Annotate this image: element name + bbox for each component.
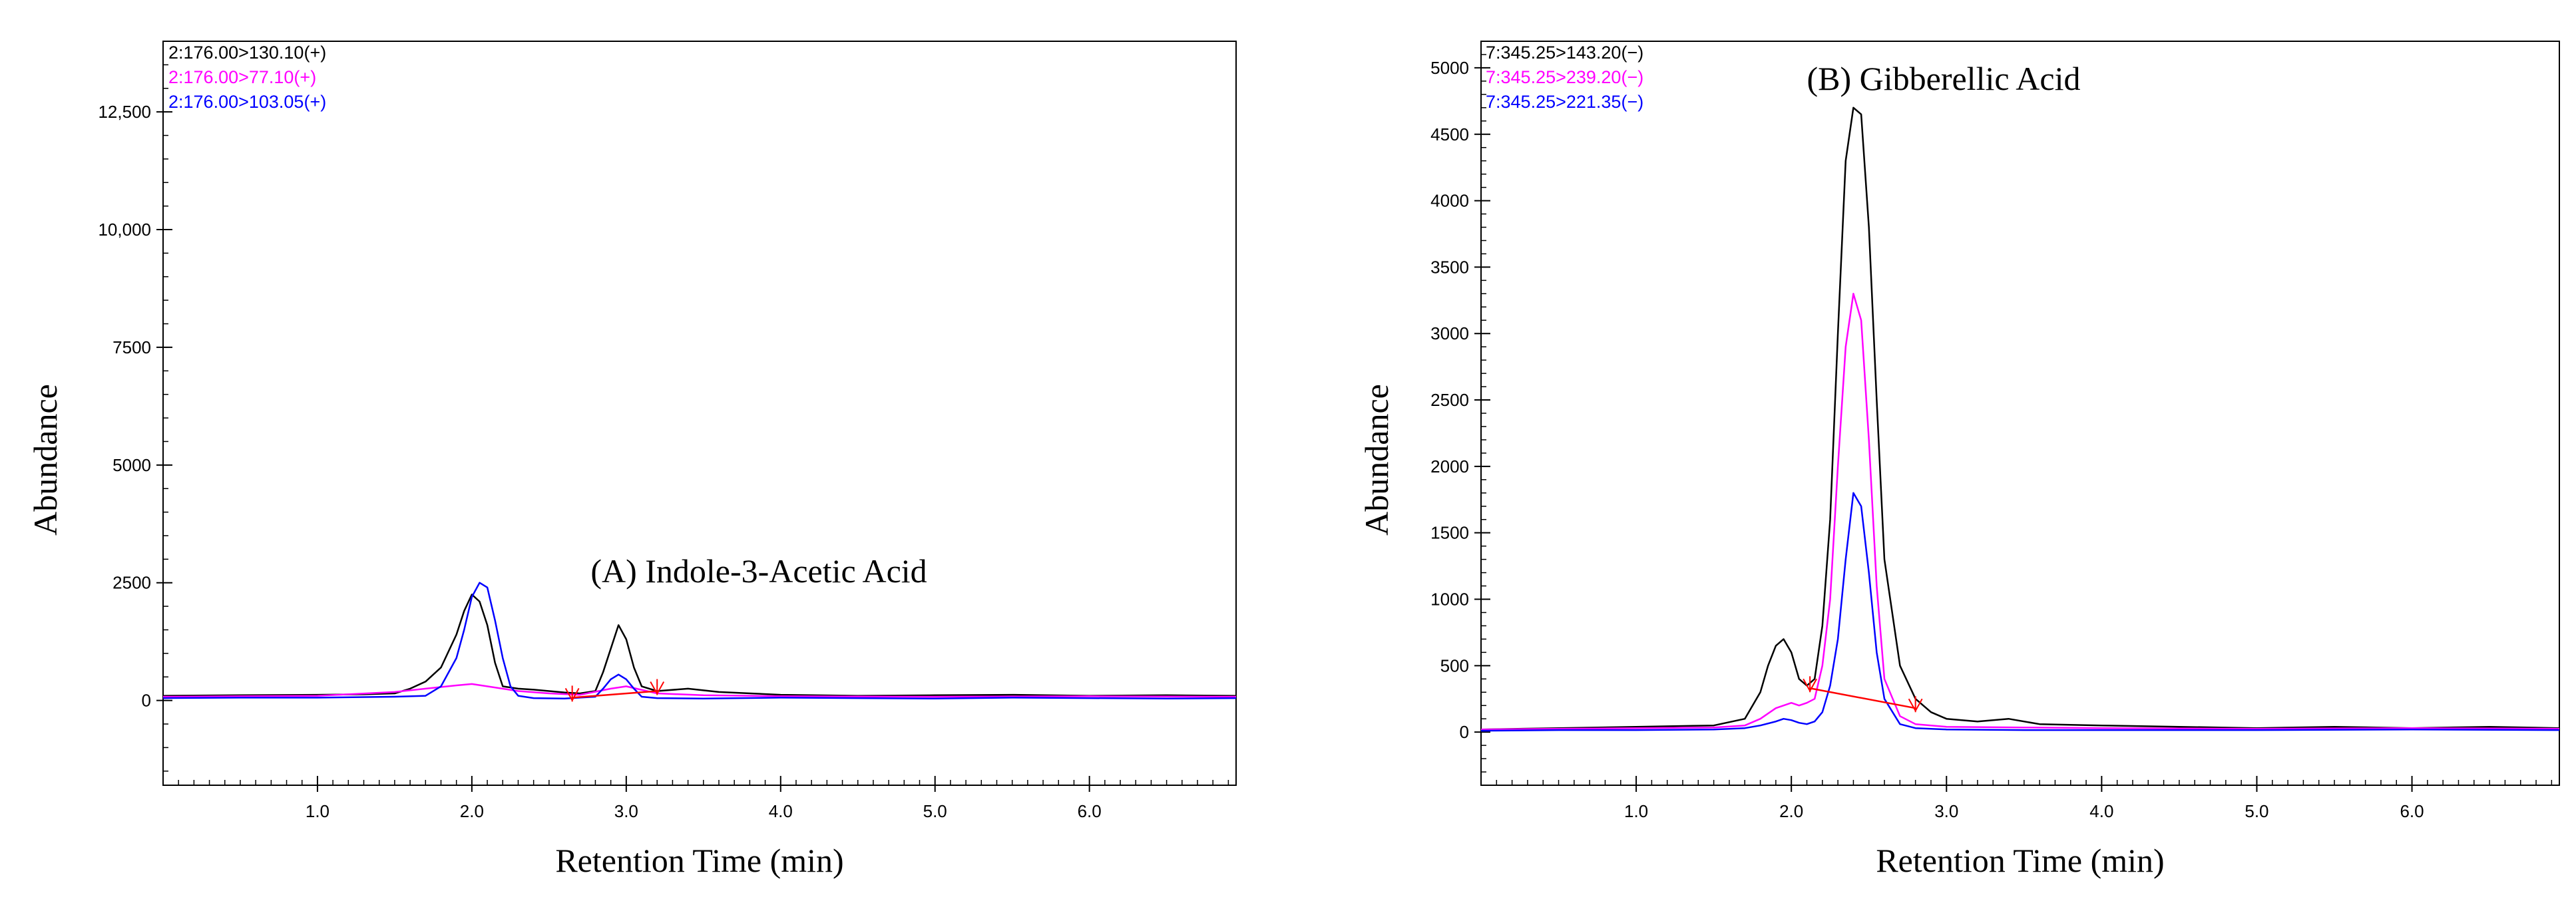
- integration-baseline: [1809, 687, 1916, 709]
- y-tick-label: 12,500: [98, 102, 151, 122]
- y-axis-title: Abundance: [27, 384, 64, 536]
- integration-marker: [650, 679, 665, 695]
- x-tick-label: 4.0: [2089, 801, 2113, 821]
- legend-entry: 7:345.25>143.20(−): [1486, 43, 1643, 63]
- legend-entry: 2:176.00>77.10(+): [168, 67, 316, 87]
- plot-frame: [1480, 41, 2560, 786]
- panel-a-indole-acetic-acid: 0 2500 5000 7500 10,000 12,500 1.0 2.0 3.0 4.0 5.0…: [27, 41, 1237, 879]
- y-tick-label: 1500: [1430, 523, 1469, 543]
- series-line-1: [163, 594, 1236, 697]
- x-tick-label: 2.0: [1779, 801, 1803, 821]
- x-tick-label: 5.0: [2245, 801, 2268, 821]
- series-line-2: [163, 683, 1236, 698]
- y-tick-label: 2500: [1430, 390, 1469, 410]
- y-tick-label: 1000: [1430, 590, 1469, 610]
- integration-baseline: [572, 690, 658, 699]
- y-tick-label: 500: [1440, 655, 1469, 675]
- x-tick-label: 3.0: [1934, 801, 1958, 821]
- legend-entry: 7:345.25>221.35(−): [1486, 92, 1643, 112]
- x-tick-label: 5.0: [923, 801, 947, 821]
- legend-entry: 2:176.00>130.10(+): [168, 43, 326, 63]
- x-axis-title: Retention Time (min): [555, 842, 843, 879]
- y-tick-label: 3500: [1430, 257, 1469, 277]
- series-line-2: [1481, 293, 2559, 731]
- y-axis-title: Abundance: [1358, 384, 1395, 536]
- y-tick-label: 2500: [112, 573, 151, 593]
- series-line-3: [1481, 492, 2559, 732]
- integration-marker: [1803, 676, 1818, 693]
- x-tick-label: 6.0: [1078, 801, 1102, 821]
- x-axis-title: Retention Time (min): [1876, 842, 2164, 879]
- y-tick-label: 5000: [1430, 58, 1469, 78]
- y-tick-label: 4000: [1430, 191, 1469, 211]
- y-tick-label: 2000: [1430, 456, 1469, 476]
- y-tick-label: 3000: [1430, 323, 1469, 343]
- integration-marker: [564, 685, 580, 702]
- y-tick-label: 7500: [112, 337, 151, 357]
- legend-entry: 2:176.00>103.05(+): [168, 92, 326, 112]
- panel-annotation: (A) Indole-3-Acetic Acid: [590, 552, 927, 590]
- panel-b-gibberellic-acid: 0 500 1000 1500 2000 2500 3000 3500 4000 4500 5000…: [1358, 41, 2560, 879]
- y-tick-label: 10,000: [98, 220, 151, 240]
- x-tick-label: 6.0: [2400, 801, 2424, 821]
- legend-entry: 7:345.25>239.20(−): [1486, 67, 1643, 87]
- x-tick-label: 1.0: [1624, 801, 1648, 821]
- y-tick-label: 0: [1460, 722, 1469, 742]
- y-tick-label: 0: [142, 691, 151, 711]
- panel-annotation: (B) Gibberellic Acid: [1807, 60, 2081, 97]
- y-tick-label: 4500: [1430, 124, 1469, 144]
- x-tick-label: 2.0: [460, 801, 484, 821]
- x-tick-label: 3.0: [614, 801, 638, 821]
- y-tick-label: 5000: [112, 455, 151, 475]
- series-line-3: [163, 582, 1236, 700]
- integration-marker: [1908, 696, 1923, 713]
- plot-frame: [162, 41, 1237, 786]
- series-line-1: [1481, 106, 2559, 731]
- x-tick-label: 4.0: [769, 801, 793, 821]
- x-tick-label: 1.0: [306, 801, 329, 821]
